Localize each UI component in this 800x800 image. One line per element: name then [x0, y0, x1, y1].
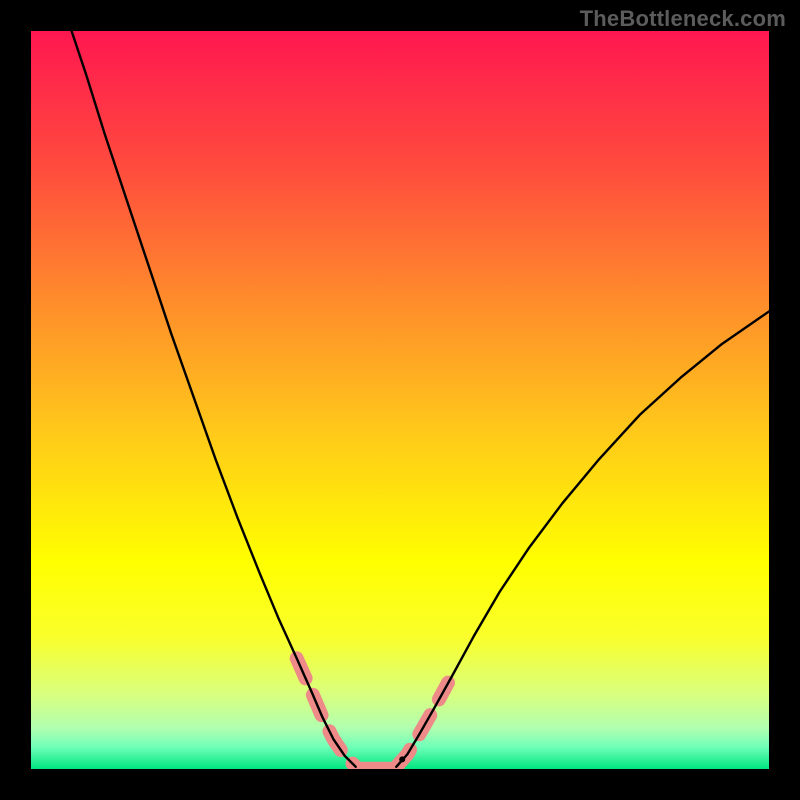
plot-svg — [31, 31, 769, 769]
chart-frame: TheBottleneck.com — [0, 0, 800, 800]
watermark-text: TheBottleneck.com — [580, 6, 786, 32]
chart-background — [31, 31, 769, 769]
min-marker — [399, 756, 405, 762]
plot-area — [31, 31, 769, 769]
